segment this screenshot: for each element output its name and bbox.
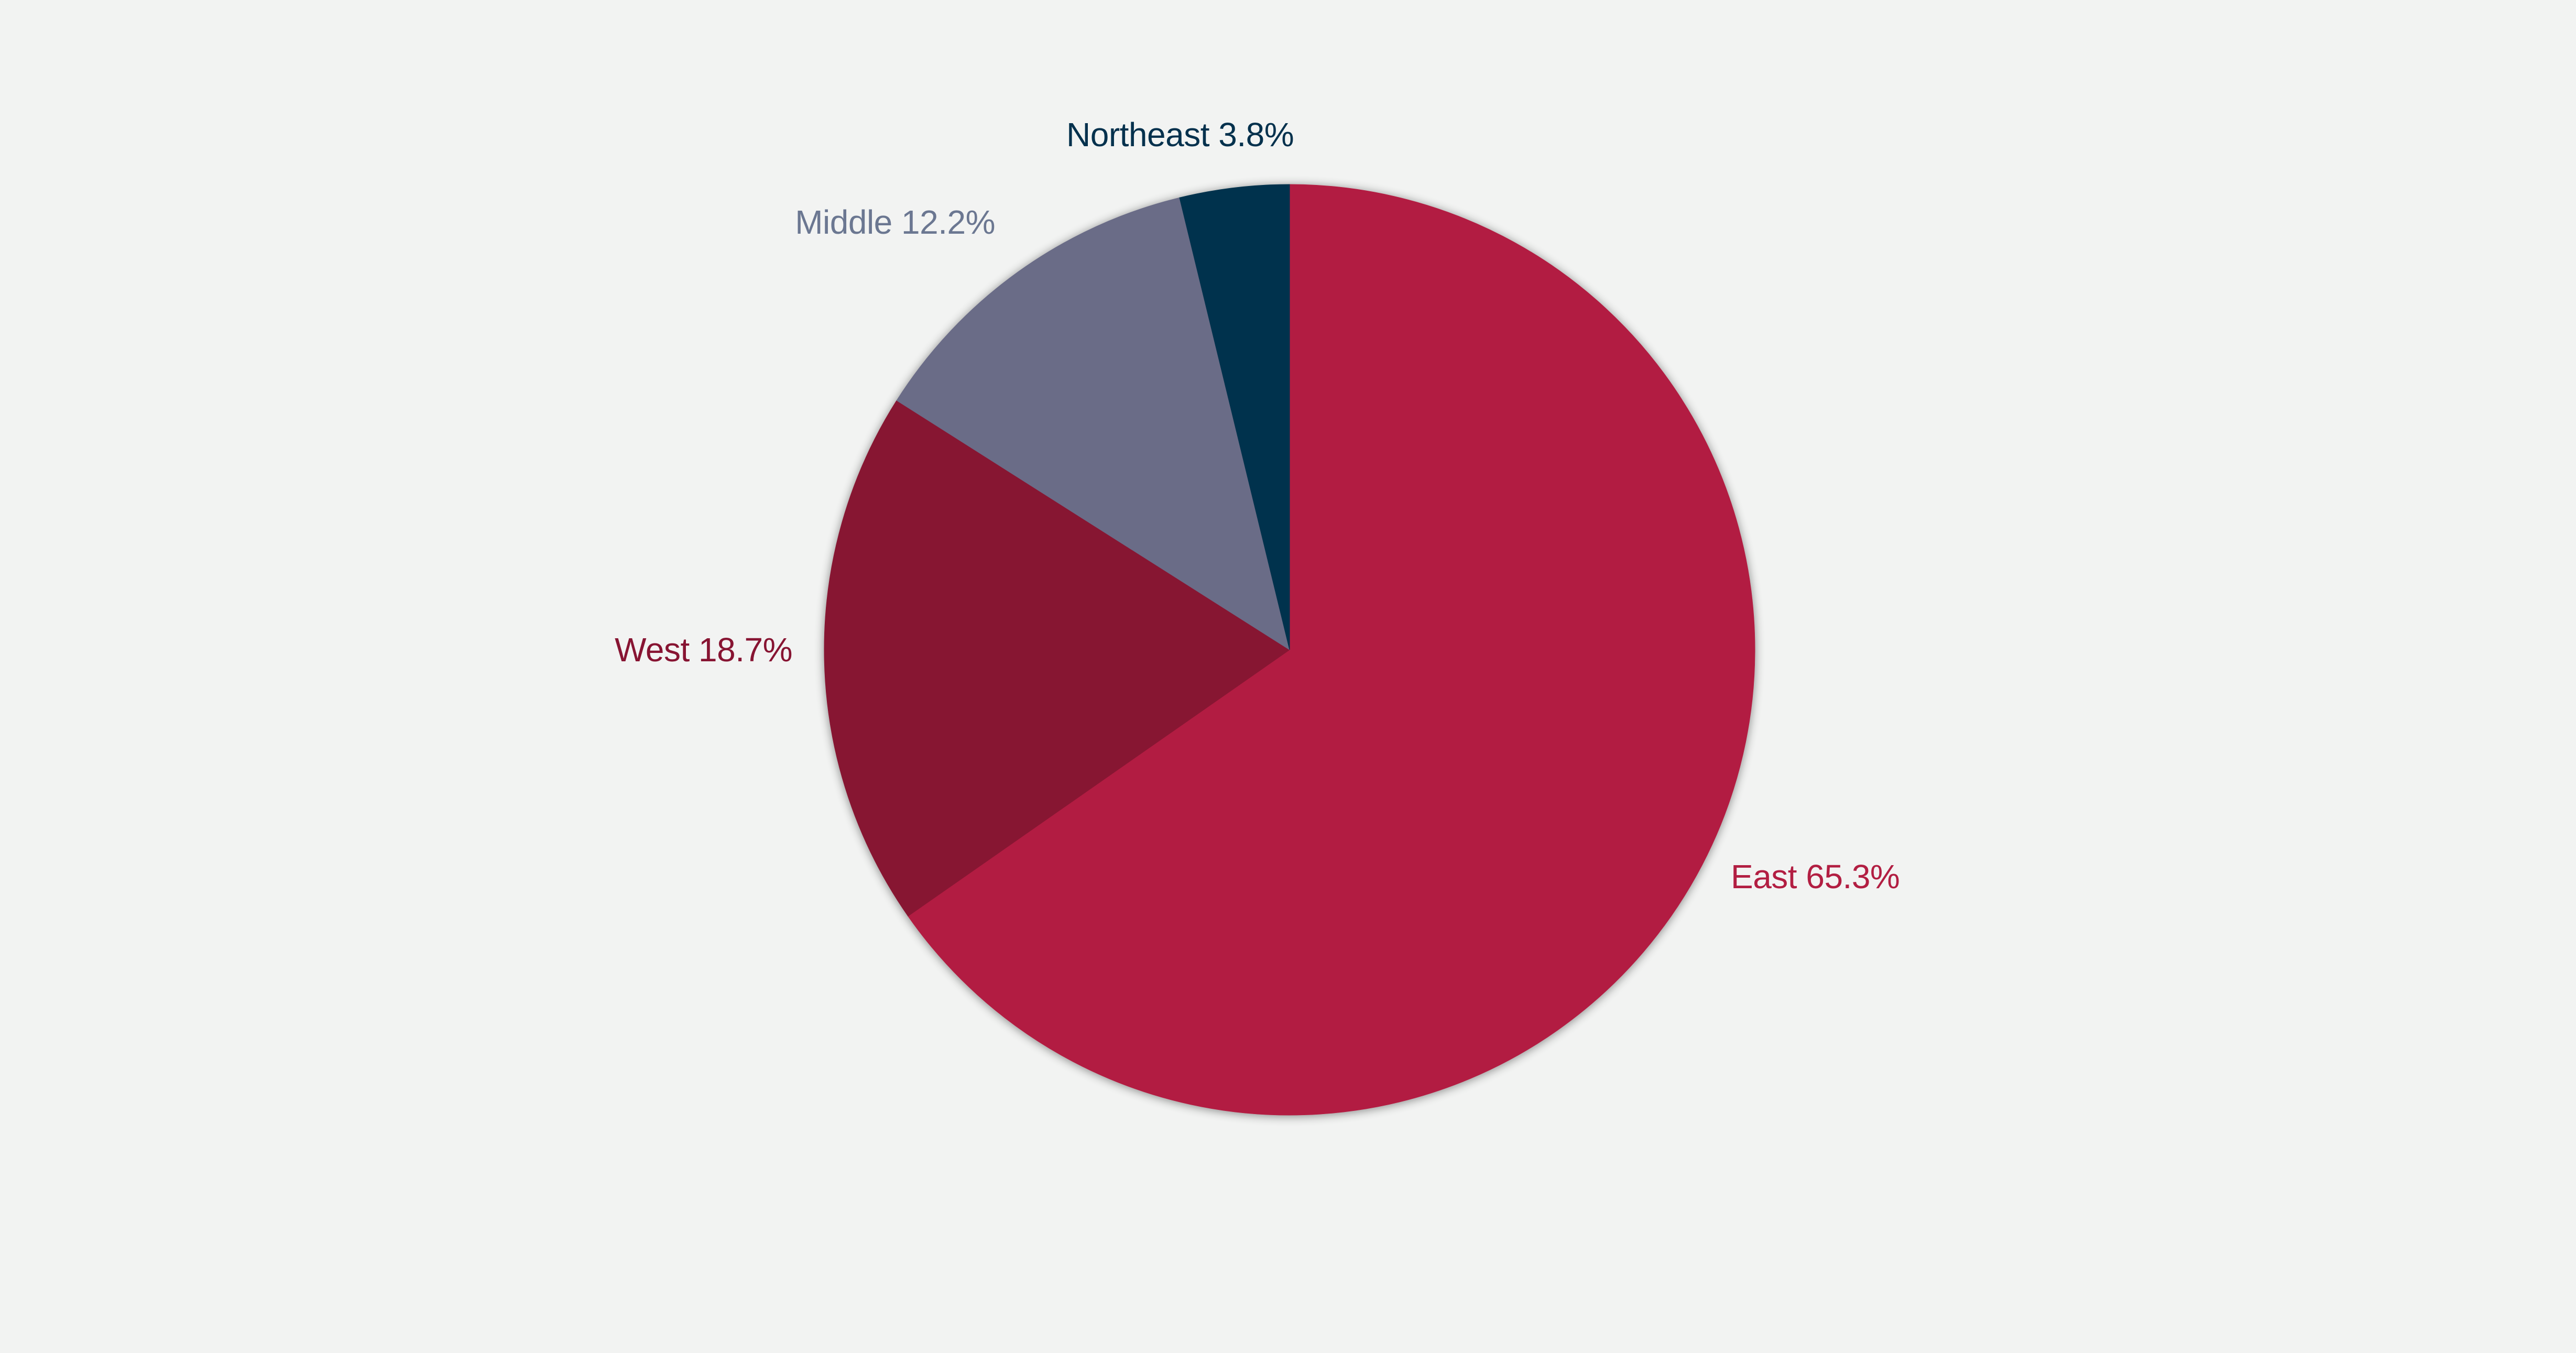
pie-label-west: West 18.7% <box>615 631 792 669</box>
pie-labels: East 65.3% West 18.7% Middle 12.2% Northeas… <box>615 116 1900 896</box>
pie-label-northeast: Northeast 3.8% <box>1066 116 1294 154</box>
pie-slice-west <box>824 400 1290 917</box>
pie-label-middle: Middle 12.2% <box>795 203 995 241</box>
pie-slice-east <box>908 184 1755 1116</box>
pie-label-east: East 65.3% <box>1731 858 1900 896</box>
pie-slice-middle <box>896 197 1290 651</box>
pie-slice-northeast <box>1179 184 1290 650</box>
pie-slices <box>824 184 1755 1116</box>
